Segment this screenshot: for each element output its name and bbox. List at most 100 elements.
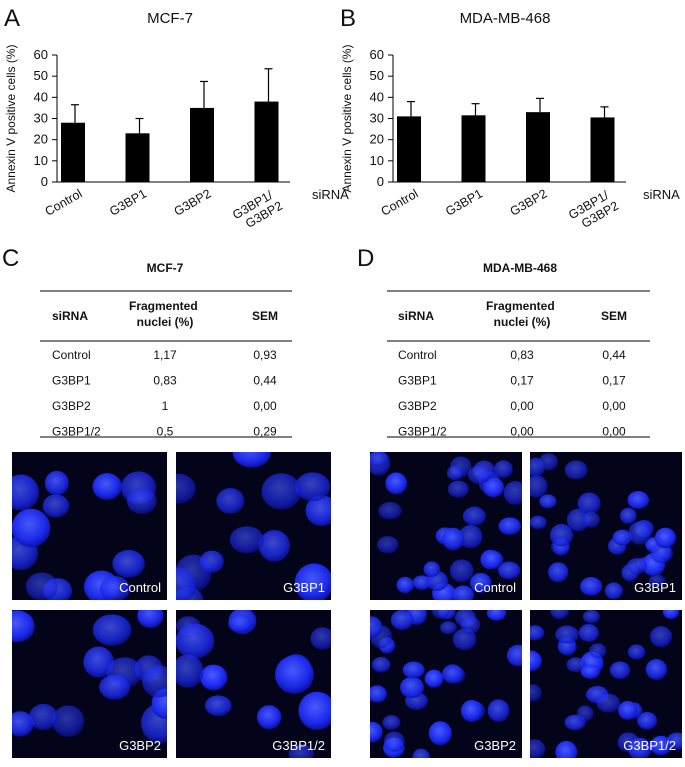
nucleus — [580, 577, 603, 596]
nucleus — [400, 676, 424, 699]
x-tick-label: Control — [379, 186, 421, 218]
y-tick-label: 10 — [370, 153, 384, 168]
table-cell: 0,17 — [510, 374, 534, 388]
nuclei — [370, 610, 522, 758]
micrograph-label: G3BP2 — [474, 738, 516, 753]
nucleus — [578, 623, 599, 642]
nucleus — [204, 695, 232, 717]
y-tick-label: 60 — [34, 47, 48, 62]
table-cell: 1,17 — [153, 348, 177, 362]
nucleus — [261, 473, 302, 510]
nuclei — [176, 610, 331, 758]
nucleus — [29, 703, 58, 731]
column-header: siRNA — [52, 309, 88, 323]
table-cell: G3BP1 — [52, 374, 91, 388]
nucleus — [462, 506, 486, 526]
nucleus — [576, 705, 594, 722]
panel-label: B — [340, 5, 356, 32]
nucleus — [305, 495, 331, 527]
nucleus — [176, 654, 204, 688]
nuclei — [530, 453, 676, 600]
nucleus — [530, 515, 547, 530]
nucleus — [555, 625, 579, 644]
nucleus — [604, 582, 623, 600]
nucleus — [25, 572, 58, 600]
nucleus — [564, 460, 588, 480]
micrograph-label: Control — [119, 580, 161, 595]
table-cell: 0,5 — [157, 425, 174, 439]
column-header: Fragmented nuclei (%) — [129, 299, 201, 329]
micrograph-label: G3BP1/2 — [272, 738, 325, 753]
nucleus — [503, 481, 522, 505]
table-title: MCF-7 — [147, 261, 184, 275]
nucleus — [566, 657, 586, 673]
nucleus — [530, 739, 546, 758]
chart-title: MCF-7 — [147, 10, 193, 27]
nucleus — [228, 614, 253, 633]
nucleus — [390, 610, 414, 630]
nucleus — [446, 465, 464, 481]
x-tick-label: G3BP2 — [172, 186, 214, 218]
nucleus — [12, 508, 51, 548]
nucleus — [382, 715, 401, 730]
nucleus — [200, 664, 228, 691]
nucleus — [12, 711, 34, 737]
nucleus — [371, 656, 391, 673]
nucleus — [370, 452, 389, 467]
nucleus — [370, 721, 383, 743]
nucleus — [142, 665, 167, 698]
nuclei — [370, 452, 522, 600]
nucleus — [52, 705, 85, 737]
nucleus — [99, 674, 131, 700]
nuclei — [176, 452, 331, 600]
nucleus — [460, 699, 483, 723]
nucleus — [216, 487, 245, 514]
nucleus — [566, 508, 590, 532]
column-header: siRNA — [398, 309, 434, 323]
nucleus — [628, 521, 652, 545]
nucleus — [449, 559, 474, 583]
table-cell: 0,44 — [253, 374, 277, 388]
nucleus — [627, 644, 646, 660]
nucleus — [199, 550, 224, 573]
nucleus — [447, 480, 469, 498]
table-cell: 0,29 — [253, 425, 277, 439]
nucleus — [470, 572, 492, 593]
nucleus — [310, 627, 331, 650]
table-cell: Control — [52, 348, 91, 362]
nucleus — [92, 614, 132, 646]
nucleus — [550, 610, 569, 620]
nucleus — [12, 610, 35, 643]
table-cell: 0,00 — [510, 425, 534, 439]
nucleus — [530, 684, 542, 702]
table-cell: 0,00 — [602, 399, 626, 413]
nucleus — [112, 549, 145, 578]
nucleus — [637, 711, 658, 730]
nucleus — [530, 625, 545, 641]
micrograph-label: G3BP1 — [283, 580, 325, 595]
table-cell: 1 — [162, 399, 169, 413]
x-tick-label: G3BP2 — [508, 186, 550, 218]
micrograph-label: G3BP1 — [634, 580, 676, 595]
table-cell: Control — [398, 348, 437, 362]
nucleus — [650, 626, 673, 648]
nucleus — [137, 610, 164, 628]
nucleus — [580, 664, 600, 679]
panel-label: D — [357, 245, 374, 272]
nucleus — [412, 748, 430, 758]
nucleus — [378, 502, 402, 520]
nucleus — [176, 473, 196, 504]
y-tick-label: 30 — [370, 111, 384, 126]
nucleus — [370, 685, 387, 703]
nucleus — [539, 494, 557, 509]
x-tick-label: G3BP1 — [443, 186, 485, 218]
nucleus — [42, 494, 70, 518]
nucleus — [431, 610, 450, 619]
y-tick-label: 60 — [370, 47, 384, 62]
nucleus — [256, 705, 282, 730]
table-cell: G3BP1/2 — [52, 425, 101, 439]
y-tick-label: 50 — [34, 68, 48, 83]
nucleus — [648, 574, 666, 587]
y-tick-label: 0 — [377, 174, 384, 189]
bar — [526, 112, 550, 182]
